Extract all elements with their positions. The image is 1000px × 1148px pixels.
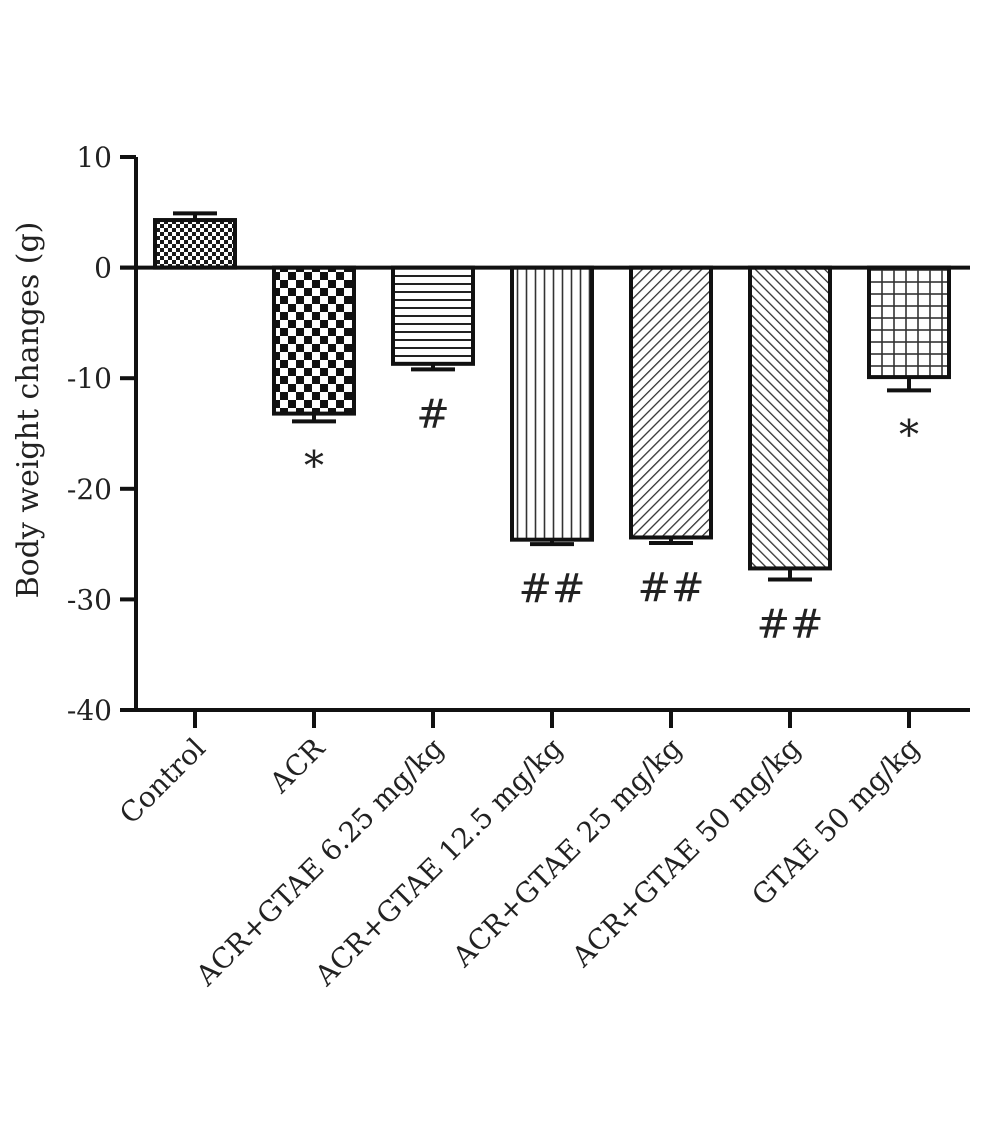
bars	[153, 211, 951, 582]
significance-marker: #	[416, 391, 450, 437]
y-tick-label: 0	[94, 252, 112, 285]
y-tick-label: -40	[67, 694, 112, 727]
x-tick-label: Control	[113, 732, 212, 831]
x-tick-label: ACR+GTAE 25 mg/kg	[446, 732, 688, 974]
x-tick-label: ACR+GTAE 50 mg/kg	[565, 732, 807, 974]
x-tick-label: ACR+GTAE 12.5 mg/kg	[308, 732, 569, 993]
x-tick-label: ACR+GTAE 6.25 mg/kg	[189, 732, 450, 993]
x-tick-label: ACR	[263, 731, 332, 800]
significance-marker: *	[899, 412, 919, 458]
bar-1	[153, 218, 237, 270]
significance-marker: ##	[756, 601, 823, 647]
bar-5	[629, 265, 713, 540]
significance-marker: ##	[637, 565, 704, 611]
significance-marker: *	[304, 443, 324, 489]
significance-marker: ##	[518, 566, 585, 612]
y-axis: 10 0 -10 -20 -30 -40	[67, 141, 138, 727]
y-tick-label: -30	[67, 583, 112, 616]
y-tick-label: -10	[67, 362, 112, 395]
y-tick-label: 10	[76, 141, 112, 174]
bar-4	[510, 265, 594, 542]
significance-markers: *### ####*	[304, 391, 919, 647]
bar-6	[748, 265, 832, 571]
bar-3	[391, 265, 475, 366]
y-axis-title: Body weight changes (g)	[11, 222, 46, 599]
y-tick-label: -20	[67, 473, 112, 506]
bar-2	[272, 265, 356, 416]
bar-7	[867, 265, 951, 380]
